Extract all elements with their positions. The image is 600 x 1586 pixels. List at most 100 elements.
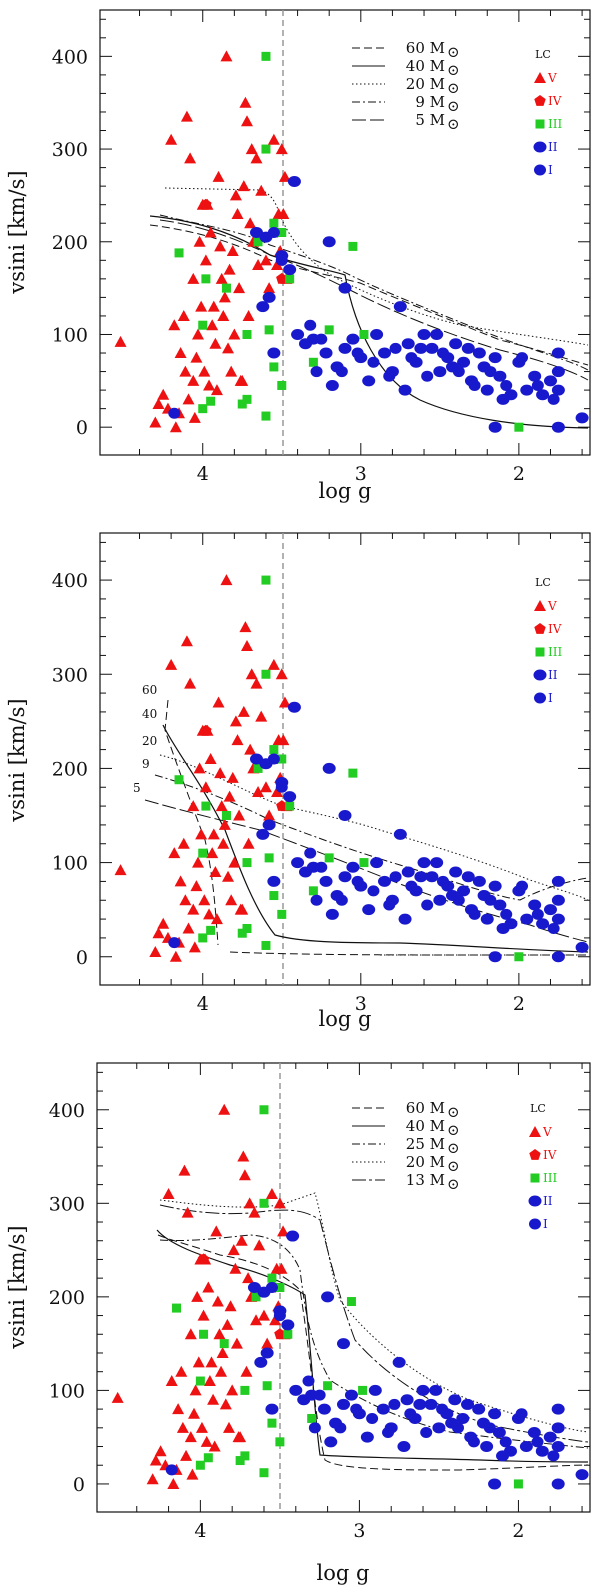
star-class-i bbox=[383, 899, 396, 911]
star-class-v bbox=[218, 291, 231, 303]
star-class-i bbox=[421, 370, 434, 382]
star-class-ii bbox=[456, 1412, 470, 1424]
star-class-i bbox=[382, 1426, 395, 1438]
star-class-v bbox=[259, 781, 272, 793]
lc-legend-label: V bbox=[547, 71, 557, 85]
star-class-ii bbox=[414, 342, 428, 354]
star-class-ii bbox=[472, 347, 486, 359]
y-axis-title: vsini [km/s] bbox=[5, 698, 29, 822]
star-class-ii bbox=[433, 366, 447, 378]
star-class-i bbox=[335, 894, 348, 906]
star-class-ii bbox=[400, 1394, 414, 1406]
star-class-iii bbox=[307, 1413, 317, 1423]
star-class-v bbox=[229, 189, 242, 201]
star-class-ii bbox=[256, 828, 270, 840]
star-class-iii bbox=[172, 1303, 182, 1313]
star-class-v bbox=[534, 72, 546, 83]
star-class-v bbox=[149, 1454, 162, 1466]
star-class-iii bbox=[174, 248, 184, 258]
star-class-ii bbox=[397, 1441, 411, 1453]
star-class-v bbox=[255, 184, 268, 196]
y-axis-ticks: 0 100 200 300 400 bbox=[52, 18, 590, 439]
y-tick-label: 100 bbox=[49, 1380, 85, 1402]
star-class-iii bbox=[264, 853, 274, 863]
star-class-ii bbox=[414, 871, 428, 883]
x-axis-ticks: 4 3 2 bbox=[139, 533, 583, 1015]
star-class-v bbox=[275, 143, 288, 155]
legend-label: 20 M bbox=[406, 75, 445, 93]
star-class-v bbox=[214, 767, 227, 779]
y-axis-ticks: 0 100 200 300 400 bbox=[49, 1071, 590, 1496]
star-class-ii bbox=[492, 1426, 506, 1438]
lc-legend-label: II bbox=[543, 1194, 553, 1208]
star-class-ii bbox=[425, 342, 439, 354]
track-40 bbox=[149, 215, 589, 429]
x-axis-title: log g bbox=[319, 479, 372, 503]
star-class-iii bbox=[259, 1105, 269, 1115]
y-tick-label: 100 bbox=[52, 853, 88, 875]
star-class-v bbox=[244, 743, 257, 755]
star-class-v bbox=[267, 658, 280, 670]
star-class-v bbox=[187, 800, 200, 812]
star-class-v bbox=[225, 894, 238, 906]
star-class-v bbox=[184, 1431, 197, 1443]
star-class-ii bbox=[528, 899, 542, 911]
star-class-iii bbox=[201, 801, 211, 811]
star-class-v bbox=[221, 1318, 234, 1330]
lc-legend-label: V bbox=[547, 599, 557, 613]
star-class-v bbox=[224, 1300, 237, 1312]
star-class-iv bbox=[200, 724, 212, 736]
legend-label: 5 M bbox=[415, 111, 445, 129]
star-class-i bbox=[534, 164, 546, 176]
star-class-ii bbox=[457, 885, 471, 897]
stars-layer bbox=[111, 1103, 589, 1490]
star-class-v bbox=[206, 847, 219, 859]
star-class-i bbox=[499, 1436, 512, 1448]
star-class-ii bbox=[262, 819, 276, 831]
star-class-ii bbox=[480, 913, 494, 925]
x-tick-label: 2 bbox=[513, 993, 525, 1015]
star-class-ii bbox=[417, 328, 431, 340]
star-class-ii bbox=[480, 1441, 494, 1453]
star-class-iii bbox=[261, 575, 271, 585]
star-class-v bbox=[209, 866, 222, 877]
star-class-ii bbox=[457, 356, 471, 368]
sun-symbol: ⊙ bbox=[447, 1157, 460, 1175]
star-class-ii bbox=[291, 857, 305, 869]
star-class-i bbox=[404, 1408, 417, 1420]
star-class-v bbox=[182, 922, 195, 934]
star-class-v bbox=[277, 734, 290, 746]
star-class-ii bbox=[488, 1478, 502, 1490]
star-class-v bbox=[248, 1206, 261, 1218]
star-class-iv bbox=[276, 800, 288, 811]
star-class-iii bbox=[261, 411, 271, 421]
star-class-iii bbox=[237, 928, 247, 938]
lc-legend-label: III bbox=[548, 645, 562, 659]
star-class-iii bbox=[259, 1468, 269, 1478]
star-class-v bbox=[154, 1445, 167, 1457]
star-class-i bbox=[168, 407, 181, 419]
sun-symbol: ⊙ bbox=[447, 61, 460, 79]
star-class-ii bbox=[488, 880, 502, 892]
star-class-v bbox=[278, 696, 291, 708]
star-class-v bbox=[199, 254, 212, 266]
star-class-iii bbox=[242, 858, 252, 868]
star-class-v bbox=[198, 894, 211, 906]
track-9 bbox=[159, 214, 589, 371]
star-class-v bbox=[529, 1126, 541, 1137]
star-class-iii bbox=[348, 241, 358, 251]
star-class-v bbox=[195, 300, 208, 312]
star-class-iii bbox=[199, 1329, 209, 1339]
lc-legend-label: IV bbox=[548, 94, 562, 108]
lc-legend-label: I bbox=[548, 163, 553, 177]
star-class-ii bbox=[575, 412, 589, 424]
sun-symbol: ⊙ bbox=[447, 1103, 460, 1121]
star-class-ii bbox=[461, 342, 475, 354]
star-class-v bbox=[234, 903, 247, 915]
star-class-ii bbox=[393, 301, 407, 313]
star-class-iii bbox=[269, 218, 279, 228]
evolutionary-tracks bbox=[156, 1192, 589, 1471]
star-class-iii bbox=[242, 329, 252, 339]
star-class-i bbox=[547, 1450, 560, 1462]
mass-legend: 60 M ⊙40 M ⊙20 M ⊙9 M ⊙5 M ⊙ bbox=[352, 39, 460, 133]
